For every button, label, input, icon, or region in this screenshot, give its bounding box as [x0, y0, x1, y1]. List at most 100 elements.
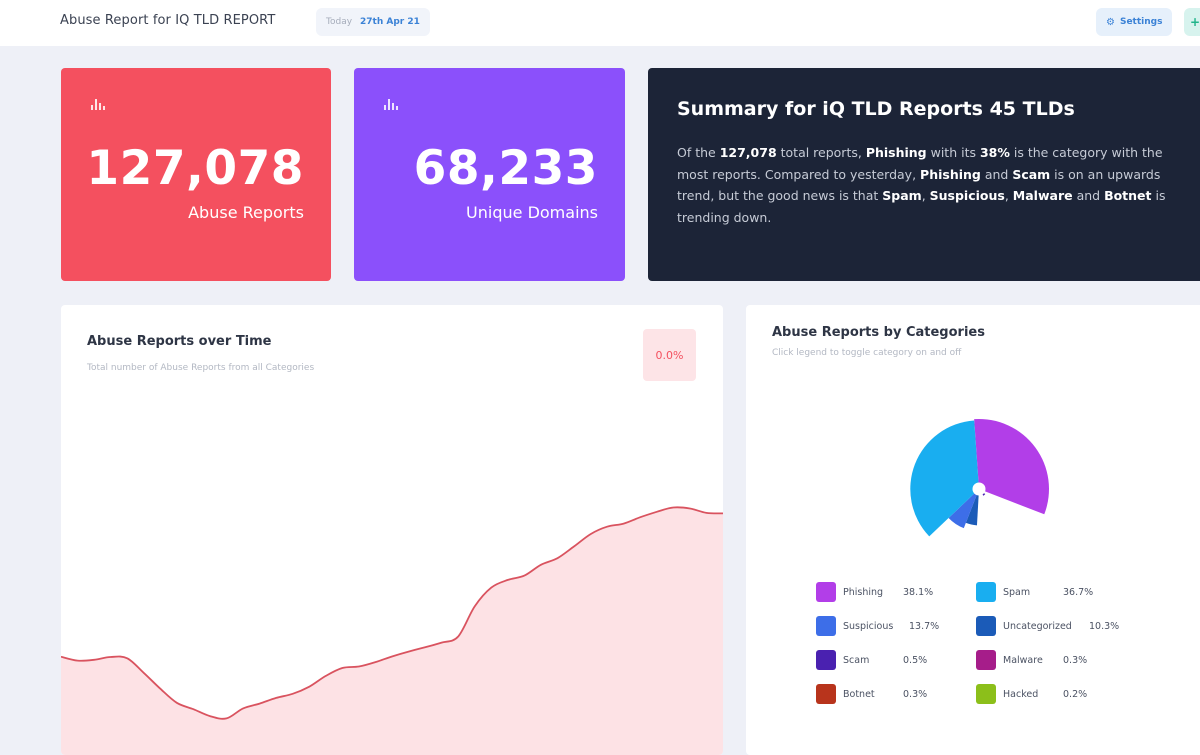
plus-icon: +	[1190, 15, 1200, 29]
data-point	[606, 526, 608, 528]
date-selector[interactable]: Today 27th Apr 21	[316, 8, 430, 36]
legend-item-scam[interactable]: Scam 0.5%	[816, 650, 927, 670]
summary-fragment: is trending down.	[677, 188, 1166, 225]
abuse-over-time-chart	[61, 506, 723, 755]
data-point	[193, 708, 195, 710]
summary-fragment: and	[980, 166, 1013, 182]
legend-swatch	[816, 684, 836, 704]
summary-title: Summary for iQ TLD Reports 45 TLDs	[677, 98, 1075, 120]
data-point	[342, 667, 344, 669]
abuse-reports-value: 127,078	[86, 141, 304, 196]
data-point	[590, 533, 592, 535]
legend-value: 0.3%	[903, 688, 928, 700]
data-point	[540, 564, 542, 566]
legend-swatch	[816, 616, 836, 636]
data-point	[309, 686, 311, 688]
unique-domains-label: Unique Domains	[466, 203, 598, 222]
summary-highlight: Spam	[882, 188, 922, 203]
legend-label: Spam	[1003, 586, 1031, 598]
change-badge: 0.0%	[643, 329, 696, 381]
legend-item-suspicious[interactable]: Suspicious 13.7%	[816, 616, 939, 636]
legend-value: 0.5%	[903, 654, 928, 666]
legend-item-malware[interactable]: Malware 0.3%	[976, 650, 1087, 670]
data-point	[441, 642, 443, 644]
data-point	[673, 507, 675, 509]
time-panel-subtitle: Total number of Abuse Reports from all C…	[87, 363, 315, 373]
data-point	[275, 697, 277, 699]
add-button[interactable]: +	[1184, 8, 1200, 36]
legend-item-phishing[interactable]: Phishing 38.1%	[816, 582, 933, 602]
legend-label: Scam	[843, 654, 870, 666]
top-bar: Abuse Report for IQ TLD REPORT Today 27t…	[0, 0, 1200, 46]
categories-pie-chart	[910, 418, 1049, 537]
categories-panel-subtitle: Click legend to toggle category on and o…	[772, 348, 962, 358]
abuse-reports-label: Abuse Reports	[188, 203, 304, 222]
data-point	[242, 708, 244, 710]
date-value: 27th Apr 21	[360, 17, 420, 27]
data-point	[640, 516, 642, 518]
legend-swatch	[816, 650, 836, 670]
pie-slice-suspicious[interactable]	[948, 489, 979, 529]
data-point	[259, 703, 261, 705]
page-title: Abuse Report for IQ TLD REPORT	[60, 13, 276, 28]
pie-slice-phishing[interactable]	[974, 418, 1049, 515]
summary-highlight: Suspicious	[929, 188, 1005, 203]
unique-domains-card: 68,233 Unique Domains	[354, 68, 625, 281]
legend-value: 36.7%	[1063, 586, 1094, 598]
bar-chart-icon	[384, 98, 398, 110]
data-point	[325, 675, 327, 677]
data-point	[160, 688, 162, 690]
summary-text: Of the 127,078 total reports, Phishing w…	[677, 142, 1177, 228]
legend-value: 13.7%	[909, 620, 940, 632]
data-point	[292, 693, 294, 695]
data-point	[375, 661, 377, 663]
data-point	[623, 523, 625, 525]
legend-value: 0.2%	[1063, 688, 1088, 700]
pie-slice-uncategorized[interactable]	[965, 489, 979, 526]
summary-fragment: and	[1072, 188, 1105, 203]
categories-panel: Abuse Reports by Categories Click legend…	[746, 305, 1200, 755]
legend-item-spam[interactable]: Spam 36.7%	[976, 582, 1093, 602]
legend-value: 10.3%	[1089, 620, 1120, 632]
categories-panel-title: Abuse Reports by Categories	[772, 325, 985, 340]
settings-label: Settings	[1119, 17, 1163, 27]
pie-center-hole	[972, 482, 986, 496]
legend-swatch	[816, 582, 836, 602]
unique-domains-value: 68,233	[413, 141, 598, 196]
data-point	[457, 636, 459, 638]
legend-label: Hacked	[1003, 688, 1039, 700]
legend-label: Botnet	[843, 688, 875, 700]
time-panel-title: Abuse Reports over Time	[87, 334, 272, 349]
summary-highlight: Malware	[1012, 188, 1073, 203]
data-point	[126, 658, 128, 660]
summary-fragment: with its	[926, 145, 980, 160]
summary-fragment: is the category with the most reports. C…	[677, 145, 1163, 182]
legend-swatch	[976, 684, 996, 704]
data-point	[358, 666, 360, 668]
summary-fragment: ,	[921, 188, 930, 203]
legend-value: 0.3%	[1063, 654, 1088, 666]
series-line	[61, 506, 723, 720]
pie-slice-spam[interactable]	[910, 420, 979, 537]
summary-fragment: Of the	[677, 145, 720, 160]
data-point	[226, 718, 228, 720]
settings-button[interactable]: ⚙ Settings	[1096, 8, 1173, 36]
legend-value: 38.1%	[903, 586, 934, 598]
legend-item-hacked[interactable]: Hacked 0.2%	[976, 684, 1087, 704]
data-point	[557, 557, 559, 559]
date-label: Today	[326, 17, 353, 27]
summary-highlight: Scam	[1012, 166, 1051, 182]
legend-item-uncategorized[interactable]: Uncategorized 10.3%	[976, 616, 1119, 636]
data-point	[77, 660, 79, 662]
summary-highlight: 38%	[979, 145, 1010, 160]
summary-card: Summary for iQ TLD Reports 45 TLDs Of th…	[648, 68, 1200, 281]
legend-item-botnet[interactable]: Botnet 0.3%	[816, 684, 927, 704]
data-point	[491, 587, 493, 589]
legend-label: Suspicious	[843, 620, 894, 632]
data-point	[209, 715, 211, 717]
abuse-reports-card: 127,078 Abuse Reports	[61, 68, 331, 281]
area-fill	[61, 507, 723, 755]
summary-fragment: ,	[1004, 188, 1013, 203]
data-point	[424, 647, 426, 649]
data-point	[706, 512, 708, 514]
